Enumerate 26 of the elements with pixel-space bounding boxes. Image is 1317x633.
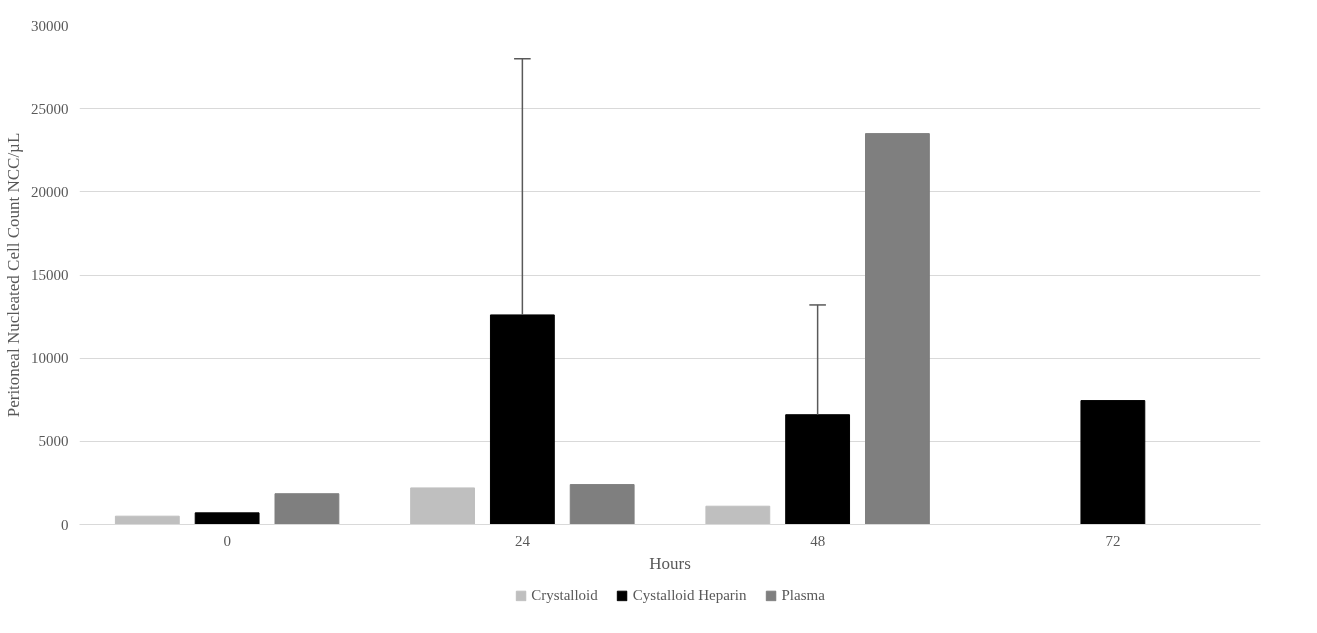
x-tick-label: 24	[514, 532, 531, 549]
y-tick-label: 10000	[31, 350, 69, 367]
bar	[489, 314, 555, 525]
bar	[114, 515, 180, 525]
bar	[274, 493, 340, 525]
legend-label: Plasma	[781, 586, 825, 604]
x-axis-title: Hours	[649, 553, 691, 573]
x-tick-label: 0	[223, 532, 231, 549]
legend-label: Crystalloid	[531, 586, 598, 604]
y-tick-label: 20000	[31, 183, 69, 200]
y-tick-label: 25000	[31, 100, 69, 117]
bar	[785, 414, 851, 525]
x-tick-label: 48	[810, 532, 826, 549]
bar	[569, 484, 635, 525]
y-tick-label: 30000	[31, 17, 69, 34]
y-tick-label: 15000	[31, 267, 69, 283]
y-tick-label: 5000	[38, 433, 69, 450]
legend-label: Cystalloid Heparin	[632, 586, 747, 604]
bar	[865, 133, 930, 525]
x-tick-label: 72	[1105, 532, 1121, 549]
bar	[410, 487, 475, 525]
bar	[705, 505, 771, 525]
bar	[194, 512, 260, 525]
y-tick-label: 0	[61, 516, 69, 533]
y-axis-title: Peritoneal Nucleated Cell Count NCC/µL	[4, 132, 23, 418]
bar	[1080, 400, 1146, 525]
